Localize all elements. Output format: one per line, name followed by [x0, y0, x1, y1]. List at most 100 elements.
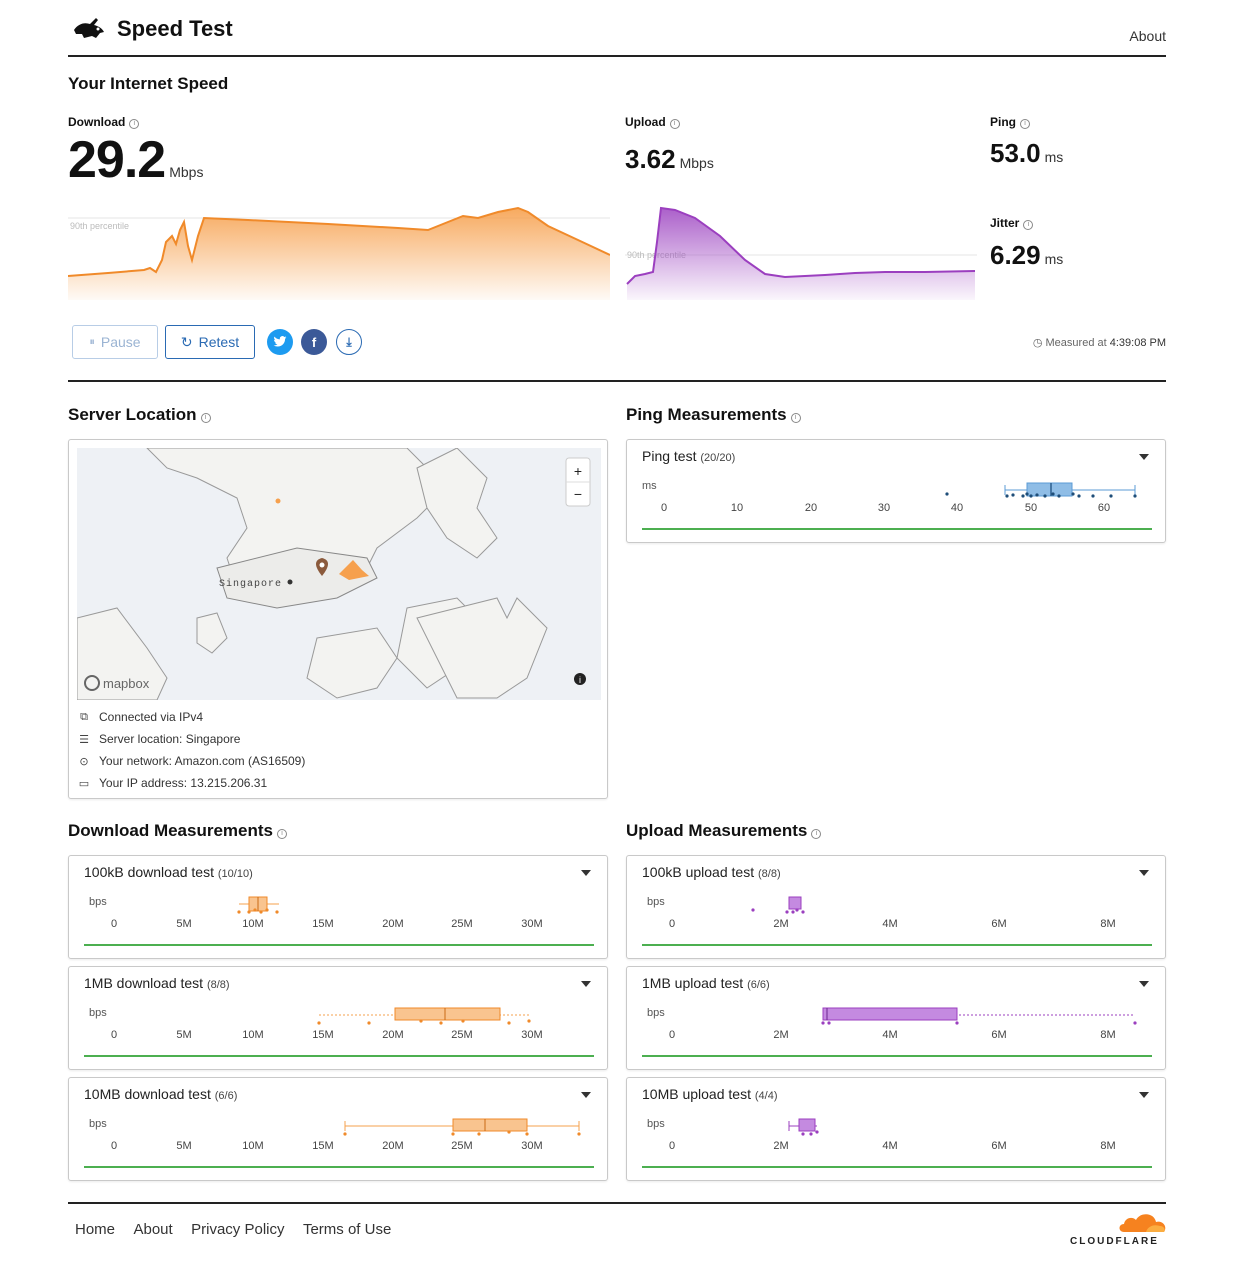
jitter-label-text: Jitter [990, 216, 1020, 230]
progress-line [84, 1055, 594, 1057]
info-icon[interactable]: i [811, 829, 822, 839]
axis-tick: 10M [242, 918, 264, 930]
svg-text:i: i [579, 675, 581, 685]
axis-tick: 30M [521, 918, 543, 930]
upload-boxplot [821, 1007, 1137, 1025]
axis-tick: 30 [877, 502, 891, 514]
server-info-text: Server location: Singapore [99, 732, 241, 746]
server-map[interactable]: Singapore + − mapbox i [77, 448, 601, 700]
clock-icon: ◷ [1032, 337, 1043, 349]
map-info-icon[interactable] [574, 673, 586, 685]
server-heading: Server Location i [68, 405, 211, 425]
chevron-down-icon[interactable] [581, 981, 591, 987]
zoom-out-button[interactable]: − [574, 486, 582, 502]
axis-tick: 20M [382, 918, 404, 930]
download-test-card: 1MB download test (8/8) bps 0 5M 10M 15M… [68, 966, 608, 1070]
upload-speed-chart: 90th percentile [625, 206, 977, 300]
axis-tick: 6M [991, 918, 1007, 930]
axis-tick: 20M [382, 1029, 404, 1041]
info-icon[interactable]: i [277, 829, 287, 839]
rabbit-logo-icon [74, 18, 104, 38]
card-title: 10MB upload test (4/4) [642, 1086, 777, 1102]
axis-tick: 25M [451, 1140, 473, 1152]
chevron-down-icon[interactable] [1139, 1092, 1149, 1098]
card-title-text: 1MB upload test [642, 975, 744, 991]
axis-tick: 4M [882, 918, 898, 930]
download-unit: Mbps [169, 164, 204, 180]
card-count: (4/4) [754, 1090, 778, 1102]
twitter-icon[interactable] [267, 329, 293, 355]
server-info-text: Connected via IPv4 [99, 710, 204, 724]
map-landmass [416, 597, 548, 699]
cloudflare-logo[interactable]: CLOUDFLARE [1066, 1212, 1170, 1252]
axis-tick: 2M [773, 918, 789, 930]
info-icon[interactable]: i [129, 119, 140, 129]
retest-button[interactable]: ↻ Retest [165, 325, 255, 359]
footer-link-privacy[interactable]: Privacy Policy [191, 1221, 285, 1238]
info-icon[interactable]: i [1020, 119, 1030, 129]
footer-link-terms[interactable]: Terms of Use [302, 1221, 392, 1238]
zoom-in-button[interactable]: + [574, 463, 582, 479]
info-icon[interactable]: i [1023, 220, 1034, 230]
facebook-icon[interactable]: f [301, 329, 327, 355]
progress-line [84, 944, 594, 946]
axis-tick: 0 [110, 1140, 118, 1152]
info-icon[interactable]: i [669, 119, 680, 129]
ping-number: 53.0 [990, 138, 1041, 168]
download-boxplot [317, 1007, 531, 1025]
card-count: (10/10) [217, 868, 253, 880]
upload-test-card: 100kB upload test (8/8) bps 0 2M 4M 6M 8… [626, 855, 1166, 959]
axis-tick: 5M [176, 1029, 192, 1041]
axis-tick: 2M [773, 1140, 789, 1152]
map-landmass [416, 448, 498, 559]
pause-button[interactable]: ⏸ Pause [72, 325, 158, 359]
about-link[interactable]: About [1129, 28, 1166, 44]
ping-label: Ping i [990, 115, 1030, 129]
card-title: 1MB upload test (6/6) [642, 975, 770, 991]
axis-tick: 50 [1024, 502, 1038, 514]
server-info-row: ⧉ Connected via IPv4 [77, 710, 203, 724]
chevron-down-icon[interactable] [1139, 870, 1149, 876]
chevron-down-icon[interactable] [1139, 981, 1149, 987]
upload-boxplot [751, 896, 805, 914]
measured-at: ◷ Measured at 4:39:08 PM [1033, 336, 1166, 349]
axis-tick: 5M [176, 918, 192, 930]
speed-heading: Your Internet Speed [68, 74, 229, 93]
footer-links: Home About Privacy Policy Terms of Use [75, 1221, 405, 1239]
info-icon[interactable]: i [200, 413, 211, 423]
card-icon: ▭ [78, 777, 90, 790]
card-count: (6/6) [747, 979, 770, 991]
map-landmass [216, 547, 378, 609]
axis-tick: 8M [1100, 1029, 1116, 1041]
footer-link-home[interactable]: Home [75, 1221, 116, 1238]
ping-card: Ping test (20/20) ms 0 10 20 30 40 50 60 [626, 439, 1166, 543]
axis-tick: 5M [176, 1140, 192, 1152]
progress-line [642, 1055, 1152, 1057]
progress-line [642, 528, 1152, 530]
download-test-card: 100kB download test (10/10) bps 0 5M 10M… [68, 855, 608, 959]
chevron-down-icon[interactable] [1139, 454, 1149, 460]
ping-card-title-text: Ping test [642, 448, 697, 464]
progress-line [642, 1166, 1152, 1168]
card-title-text: 100kB upload test [642, 864, 755, 880]
chevron-down-icon[interactable] [581, 1092, 591, 1098]
ping-label-text: Ping [990, 115, 1016, 129]
download-boxplot [343, 1118, 581, 1136]
card-title-text: 1MB download test [84, 975, 204, 991]
axis-tick: 60 [1097, 502, 1111, 514]
ping-unit: ms [1044, 149, 1064, 165]
upload-unit: Mbps [679, 155, 714, 171]
download-results-icon[interactable]: ⤓ [336, 329, 362, 355]
info-icon[interactable]: i [790, 413, 801, 423]
server-info-row: ⊙ Your network: Amazon.com (AS16509) [77, 754, 305, 768]
card-title-text: 100kB download test [84, 864, 214, 880]
axis-tick: 25M [451, 1029, 473, 1041]
ping-axis-unit: ms [642, 480, 657, 492]
footer-link-about[interactable]: About [133, 1221, 173, 1238]
ping-heading-text: Ping Measurements [626, 405, 787, 424]
upload-line [626, 206, 976, 285]
server-info-row: ☰ Server location: Singapore [77, 732, 240, 746]
city-dot [287, 579, 293, 585]
map-city-label: Singapore [219, 578, 282, 590]
chevron-down-icon[interactable] [581, 870, 591, 876]
